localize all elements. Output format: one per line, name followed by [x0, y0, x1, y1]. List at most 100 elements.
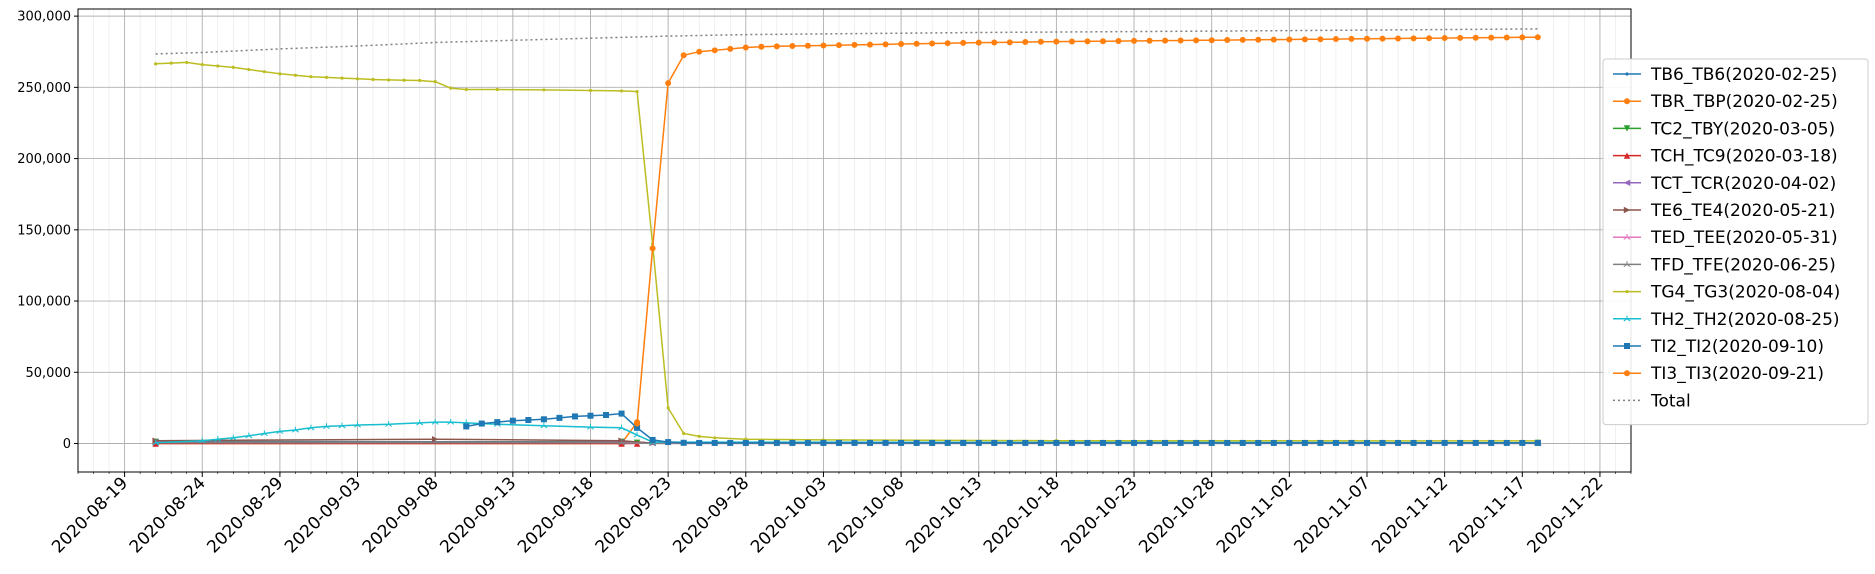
data-point	[1115, 38, 1122, 45]
data-point	[882, 41, 889, 48]
data-point	[867, 439, 874, 446]
data-point	[882, 439, 889, 446]
data-point	[307, 424, 315, 431]
data-point	[464, 87, 468, 92]
legend-swatch-marker	[1623, 261, 1631, 268]
data-point	[944, 439, 951, 446]
data-point	[696, 48, 703, 55]
y-axis: 0 50,000 100,000 150,000 200,000 250,000 300,0…	[17, 10, 78, 452]
data-point	[1395, 439, 1402, 446]
data-point	[1519, 439, 1526, 446]
data-point	[1534, 439, 1541, 446]
y-tick-label: 100,000	[17, 295, 71, 310]
data-point	[185, 60, 189, 65]
data-point	[1317, 36, 1324, 43]
data-point	[697, 434, 701, 438]
legend-swatch-marker	[1623, 315, 1631, 322]
data-point	[229, 434, 237, 441]
data-point	[1488, 439, 1495, 446]
data-point	[324, 75, 329, 79]
data-point	[1224, 439, 1231, 446]
legend-swatch-marker	[1625, 290, 1629, 294]
data-point	[1146, 439, 1153, 446]
legend-label: TE6_TE4(2020-05-21)	[1650, 201, 1835, 221]
series-line	[466, 412, 1538, 444]
data-point	[587, 423, 594, 430]
data-point	[1084, 38, 1091, 45]
data-point	[898, 439, 905, 446]
data-point	[804, 42, 811, 49]
data-point	[1099, 439, 1106, 446]
legend-item: TED_TEE(2020-05-31)	[1613, 228, 1838, 248]
data-point	[1224, 37, 1231, 44]
data-point	[789, 439, 796, 446]
data-point	[1208, 439, 1215, 446]
data-point	[1472, 34, 1479, 41]
data-point	[758, 439, 765, 446]
data-point	[1286, 36, 1293, 43]
data-point	[680, 439, 687, 446]
data-point	[431, 418, 439, 425]
data-point	[1519, 34, 1526, 41]
data-point	[556, 414, 563, 421]
data-point	[1177, 37, 1184, 44]
data-point	[354, 421, 362, 428]
data-point	[447, 418, 455, 425]
legend-swatch-marker	[1624, 98, 1630, 105]
data-point	[867, 41, 874, 48]
legend-swatch-marker	[1623, 152, 1631, 159]
data-point	[804, 439, 811, 446]
y-tick-label: 250,000	[17, 81, 71, 96]
data-point	[1301, 439, 1308, 446]
data-point	[929, 439, 936, 446]
data-point	[1239, 439, 1246, 446]
data-point	[431, 436, 439, 443]
data-point	[742, 44, 749, 51]
data-point	[525, 417, 532, 424]
data-point	[293, 73, 298, 77]
grid	[77, 9, 1632, 472]
data-point	[1379, 439, 1386, 446]
legend-label: TCT_TCR(2020-04-02)	[1650, 174, 1836, 194]
y-tick-label: 50,000	[26, 366, 72, 381]
data-point	[1441, 439, 1448, 446]
data-point	[619, 89, 624, 93]
data-point	[1426, 439, 1433, 446]
data-point	[960, 39, 967, 46]
data-point	[1363, 439, 1370, 446]
data-point	[835, 439, 842, 446]
data-point	[711, 47, 718, 54]
data-point	[789, 43, 796, 50]
data-point	[975, 439, 982, 446]
data-point	[773, 439, 780, 446]
legend-label: TCH_TC9(2020-03-18)	[1650, 147, 1838, 167]
data-point	[1037, 439, 1044, 446]
data-point	[355, 77, 360, 81]
data-point	[1053, 439, 1060, 446]
data-point	[214, 436, 222, 442]
data-point	[1006, 439, 1013, 446]
data-point	[603, 412, 610, 419]
data-point	[727, 439, 734, 446]
legend-label: TI3_TI3(2020-09-21)	[1650, 364, 1824, 384]
data-point	[929, 40, 936, 47]
legend-item: TB6_TB6(2020-02-25)	[1613, 65, 1837, 85]
legend-item: TH2_TH2(2020-08-25)	[1613, 310, 1840, 330]
data-point	[216, 64, 220, 68]
data-point	[758, 43, 765, 50]
data-point	[1270, 36, 1277, 43]
data-point	[682, 431, 686, 436]
data-point	[322, 423, 330, 430]
data-point	[1503, 34, 1510, 41]
data-point	[1177, 439, 1184, 446]
data-point	[463, 423, 470, 430]
series-11	[634, 34, 1541, 427]
data-point	[371, 77, 375, 82]
data-point	[1348, 35, 1355, 42]
data-point	[340, 76, 344, 80]
data-point	[991, 439, 998, 446]
data-point	[1193, 439, 1200, 446]
data-point	[587, 412, 594, 419]
